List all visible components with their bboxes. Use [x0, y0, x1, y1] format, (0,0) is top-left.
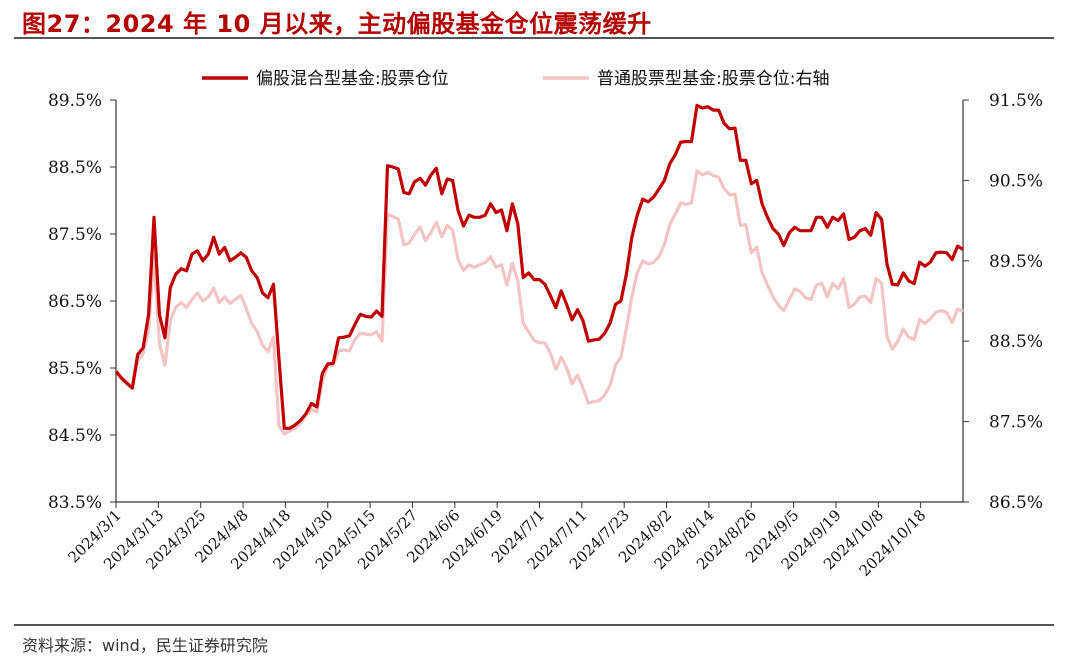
footer-divider [14, 624, 1054, 626]
series-line-normal-equity [114, 169, 964, 436]
series-lines [114, 103, 964, 436]
y-tick-label: 89.5% [48, 91, 102, 111]
y2-tick-label: 87.5% [989, 413, 1043, 433]
chart-title: 图27：2024 年 10 月以来，主动偏股基金仓位震荡缓升 [22, 10, 652, 38]
axes: 83.5% 84.5% 85.5% 86.5% 87.5% 88.5% 89.5% 86.5%… [48, 91, 1043, 580]
source-note: 资料来源：wind，民生证券研究院 [22, 636, 268, 655]
y-tick-label: 84.5% [48, 426, 102, 446]
y2-tick-label: 90.5% [989, 171, 1043, 191]
series-line-equity-hybrid [114, 103, 964, 430]
title-divider [14, 37, 1054, 39]
y-tick-label: 85.5% [48, 359, 102, 379]
y2-tick-label: 88.5% [989, 332, 1043, 352]
y-tick-label: 83.5% [48, 493, 102, 513]
y-tick-label: 86.5% [48, 292, 102, 312]
y2-tick-label: 91.5% [989, 91, 1043, 111]
line-chart: 偏股混合型基金:股票仓位 普通股票型基金:股票仓位:右轴 83.5%84.5%8… [48, 69, 1043, 580]
y2-tick-label: 86.5% [989, 493, 1043, 513]
legend: 偏股混合型基金:股票仓位 普通股票型基金:股票仓位:右轴 [202, 69, 829, 89]
y2-tick-label: 89.5% [989, 252, 1043, 272]
y-tick-label: 88.5% [48, 158, 102, 178]
legend-label-series2: 普通股票型基金:股票仓位:右轴 [597, 69, 829, 89]
y-tick-label: 87.5% [48, 225, 102, 245]
legend-label-series1: 偏股混合型基金:股票仓位 [256, 69, 449, 89]
